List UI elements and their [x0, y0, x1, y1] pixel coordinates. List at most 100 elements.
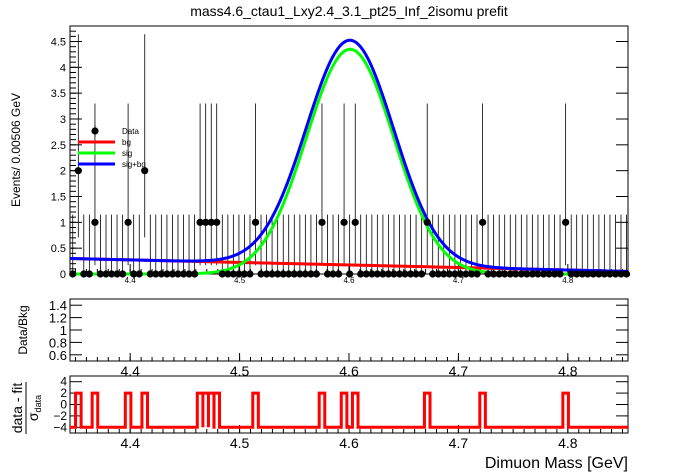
pull-x-tick-label: 4.7	[449, 435, 469, 451]
data-point	[478, 218, 487, 226]
main-y-tick-label: 3.5	[51, 88, 66, 100]
pull-x-tick-label: 4.5	[230, 435, 250, 451]
data-point	[539, 270, 548, 278]
data-point	[168, 270, 177, 278]
data-point	[567, 270, 575, 278]
data-point	[157, 270, 165, 278]
pull-x-tick-label: 4.6	[339, 435, 359, 451]
data-point	[606, 270, 614, 278]
pull-x-tick-label: 4.8	[558, 435, 578, 451]
data-point	[202, 218, 210, 226]
ratio-y-tick-label: 1.4	[49, 298, 67, 313]
data-point	[268, 270, 276, 278]
data-point	[622, 270, 631, 278]
pull-series	[70, 391, 628, 429]
data-point	[467, 270, 476, 278]
chart-title: mass4.6_ctau1_Lxy2.4_3.1_pt25_Inf_2isomu…	[190, 3, 508, 19]
x-axis-label: Dimuon Mass [GeV]	[485, 455, 628, 472]
main-y-axis: 0 0.5 1 1.5 2 2.5 3 3.5 4 4.5	[51, 25, 628, 281]
data-point	[107, 270, 116, 278]
data-point	[80, 270, 88, 278]
data-point	[152, 270, 160, 278]
ratio-y-axis-label: Data/Bkg	[16, 305, 30, 354]
data-point	[318, 218, 326, 226]
legend-entry-label: bg	[122, 138, 131, 147]
main-plot-frame	[69, 25, 629, 275]
data-point	[495, 270, 503, 278]
main-x-tick-label: 4.8	[562, 276, 574, 285]
main-x-tick-label: 4.6	[343, 276, 355, 285]
data-point	[246, 270, 254, 278]
pull-y-tick-label: −2	[53, 409, 67, 423]
data-point	[296, 270, 304, 278]
data-point	[512, 270, 520, 278]
data-point	[423, 218, 431, 226]
data-point	[373, 270, 381, 278]
pull-y-tick-label: 0	[60, 398, 67, 412]
data-point	[600, 270, 608, 278]
data-point	[207, 218, 215, 226]
fit-curves	[69, 38, 629, 276]
data-point	[418, 270, 426, 278]
legend-entry-label: Data	[122, 127, 139, 136]
data-point	[584, 270, 592, 278]
data-point	[545, 270, 553, 278]
main-y-tick-label: 4.5	[51, 37, 66, 49]
data-point	[307, 270, 315, 278]
ratio-y-tick-label: 0.8	[49, 335, 67, 350]
data-point	[406, 270, 415, 278]
data-point	[534, 270, 542, 278]
curve-sig	[70, 47, 628, 276]
pull-x-axis: 4.4 4.5 4.6 4.7 4.8	[74, 425, 624, 451]
data-point	[595, 270, 603, 278]
main-panel: 0 0.5 1 1.5 2 2.5 3 3.5 4 4.5 4.4 4.5 4.6 4.7 4.8 Dat…	[9, 25, 631, 285]
data-point	[379, 270, 387, 278]
data-point	[191, 270, 199, 278]
data-point	[285, 270, 293, 278]
main-y-tick-label: 3	[60, 114, 66, 126]
data-point	[357, 270, 365, 278]
data-point	[85, 270, 93, 278]
data-point	[163, 270, 171, 278]
data-point	[517, 270, 525, 278]
data-point	[91, 218, 99, 226]
data-point	[611, 270, 620, 278]
data-point	[174, 270, 182, 278]
pull-y-tick-label: 4	[60, 375, 67, 389]
data-point	[229, 270, 237, 278]
main-y-tick-label: 0	[60, 269, 66, 281]
data-point	[135, 270, 143, 278]
ratio-x-tick-label: 4.7	[449, 363, 469, 379]
data-point	[562, 218, 570, 226]
data-point	[335, 270, 343, 278]
main-y-tick-label: 4	[60, 62, 66, 74]
legend-entry-label: sig+bg	[122, 160, 146, 169]
data-point	[395, 270, 404, 278]
curve-sig-plus-bg	[69, 38, 629, 273]
data-point	[274, 270, 282, 278]
data-point	[462, 270, 470, 278]
main-y-tick-label: 2	[60, 166, 66, 178]
ratio-plot-frame	[69, 298, 629, 362]
data-point	[473, 270, 481, 278]
data-point	[218, 270, 226, 278]
data-point	[279, 270, 287, 278]
data-point	[301, 270, 309, 278]
legend-entry-label: sig	[122, 149, 132, 158]
data-point	[196, 218, 204, 226]
data-point	[124, 218, 132, 226]
ratio-y-tick-label: 1.2	[49, 311, 67, 326]
ratio-y-axis: 0.60.811.21.4	[49, 298, 628, 363]
data-point	[523, 270, 531, 278]
pull-y-tick-label: −4	[53, 420, 67, 434]
data-point	[185, 270, 193, 278]
data-point	[484, 270, 492, 278]
data-point	[102, 270, 110, 278]
main-y-tick-label: 2.5	[51, 140, 66, 152]
ratio-y-tick-label: 1	[60, 323, 67, 338]
data-point	[578, 270, 586, 278]
data-point	[224, 270, 232, 278]
data-point	[434, 270, 442, 278]
